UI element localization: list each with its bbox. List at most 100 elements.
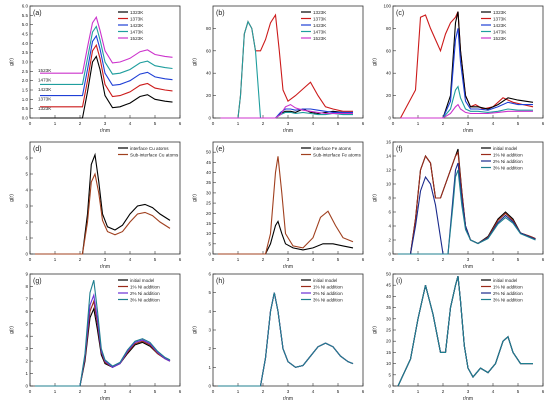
- y-tick-label: 0: [208, 252, 211, 257]
- series-line-3-ni-addition: [398, 169, 536, 255]
- y-tick-label: 0: [208, 116, 211, 121]
- legend-entry: 1423K: [493, 23, 507, 28]
- y-tick-label: 50: [206, 150, 212, 155]
- series-line-1473k: [400, 85, 533, 119]
- curve-label: 1373K: [38, 97, 52, 102]
- y-tick-label: 9: [25, 272, 28, 277]
- x-tick-label: 4: [312, 389, 315, 394]
- y-tick-label: 6: [25, 156, 28, 161]
- y-tick-label: 2.0: [22, 78, 29, 83]
- y-tick-label: 3.5: [22, 50, 29, 55]
- x-tick-label: 2: [79, 121, 82, 126]
- x-tick-label: 3: [104, 389, 107, 394]
- y-tick-label: 15: [386, 350, 392, 355]
- y-axis-label: g(r): [372, 194, 378, 202]
- panel-label: (f): [396, 146, 403, 153]
- x-tick-label: 4: [312, 121, 315, 126]
- series-line-1373k: [220, 13, 353, 119]
- y-tick-label: 10: [206, 231, 212, 236]
- series-line-2-ni-addition: [398, 162, 536, 255]
- y-tick-label: 8: [388, 196, 391, 201]
- legend-entry: 2% Ni addition: [493, 291, 523, 296]
- y-tick-label: 25: [386, 328, 392, 333]
- y-tick-label: 1.5: [22, 88, 29, 93]
- y-tick-label: 50: [386, 272, 392, 277]
- x-tick-label: 6: [179, 257, 182, 262]
- y-tick-label: 35: [206, 180, 212, 185]
- x-tick-label: 1: [237, 257, 240, 262]
- y-tick-label: 0: [25, 252, 28, 257]
- x-tick-label: 1: [237, 389, 240, 394]
- x-tick-label: 1: [417, 389, 420, 394]
- x-tick-label: 3: [467, 389, 470, 394]
- x-tick-label: 4: [312, 257, 315, 262]
- y-tick-label: 20: [206, 211, 212, 216]
- x-tick-label: 5: [337, 121, 340, 126]
- y-tick-label: 16: [386, 140, 392, 145]
- curve-label: 1523K: [38, 68, 52, 73]
- x-tick-label: 1: [417, 257, 420, 262]
- y-tick-label: 100: [383, 4, 391, 9]
- legend-entry: 1423K: [313, 23, 327, 28]
- x-tick-label: 1: [237, 121, 240, 126]
- plot-frame: [29, 141, 181, 255]
- y-tick-label: 5: [208, 290, 211, 295]
- x-tick-label: 6: [542, 121, 545, 126]
- legend-entry: 1% Ni addition: [493, 152, 523, 157]
- series-line-sub-interface-fe-atoms: [218, 156, 354, 255]
- x-tick-label: 3: [287, 257, 290, 262]
- legend-entry: interface Cu atoms: [130, 146, 169, 151]
- panel-label: (d): [33, 146, 42, 153]
- x-tick-label: 3: [287, 121, 290, 126]
- series-line-1423k: [40, 34, 173, 97]
- series-line-1373k: [400, 11, 534, 119]
- x-tick-label: 2: [442, 121, 445, 126]
- x-tick-label: 6: [179, 121, 182, 126]
- y-tick-label: 0: [388, 384, 391, 389]
- x-tick-label: 4: [492, 389, 495, 394]
- x-axis-label: r/nm: [463, 128, 473, 134]
- x-tick-label: 6: [542, 389, 545, 394]
- x-axis-label: r/nm: [463, 264, 473, 270]
- series-line-1323k: [400, 11, 534, 119]
- x-tick-label: 3: [467, 257, 470, 262]
- y-axis-label: g(r): [192, 326, 198, 334]
- legend-entry: 1% Ni addition: [313, 284, 343, 289]
- y-tick-label: 80: [206, 26, 212, 31]
- x-tick-label: 2: [79, 389, 82, 394]
- y-tick-label: 25: [206, 201, 212, 206]
- y-tick-label: 4.0: [22, 41, 29, 46]
- x-tick-label: 5: [154, 121, 157, 126]
- series-line-1473k: [40, 25, 173, 85]
- series-line-1373k: [40, 43, 173, 108]
- x-tick-label: 0: [212, 389, 215, 394]
- y-tick-label: 1: [25, 371, 28, 376]
- series-line-3-ni-addition: [35, 280, 171, 387]
- y-tick-label: 4: [388, 224, 391, 229]
- y-tick-label: 0: [208, 384, 211, 389]
- y-tick-label: 5.0: [22, 22, 29, 27]
- y-tick-label: 12: [386, 168, 392, 173]
- x-tick-label: 3: [104, 121, 107, 126]
- panel-label: (a): [33, 10, 42, 17]
- series-line-initial-model: [35, 306, 171, 387]
- y-tick-label: 6: [388, 210, 391, 215]
- y-axis-label: g(r): [372, 58, 378, 66]
- panel-label: (c): [396, 10, 404, 17]
- y-tick-label: 0.0: [22, 116, 29, 121]
- x-tick-label: 0: [29, 389, 32, 394]
- x-tick-label: 2: [262, 257, 265, 262]
- x-tick-label: 3: [287, 389, 290, 394]
- y-tick-label: 40: [386, 294, 392, 299]
- x-tick-label: 0: [392, 121, 395, 126]
- legend-entry: 1523K: [493, 36, 507, 41]
- panel-label: (b): [216, 10, 225, 17]
- x-tick-label: 5: [517, 257, 520, 262]
- y-tick-label: 80: [386, 26, 392, 31]
- legend-entry: initial model: [493, 278, 517, 283]
- series-line-3-ni-addition: [218, 292, 354, 387]
- x-tick-label: 4: [492, 257, 495, 262]
